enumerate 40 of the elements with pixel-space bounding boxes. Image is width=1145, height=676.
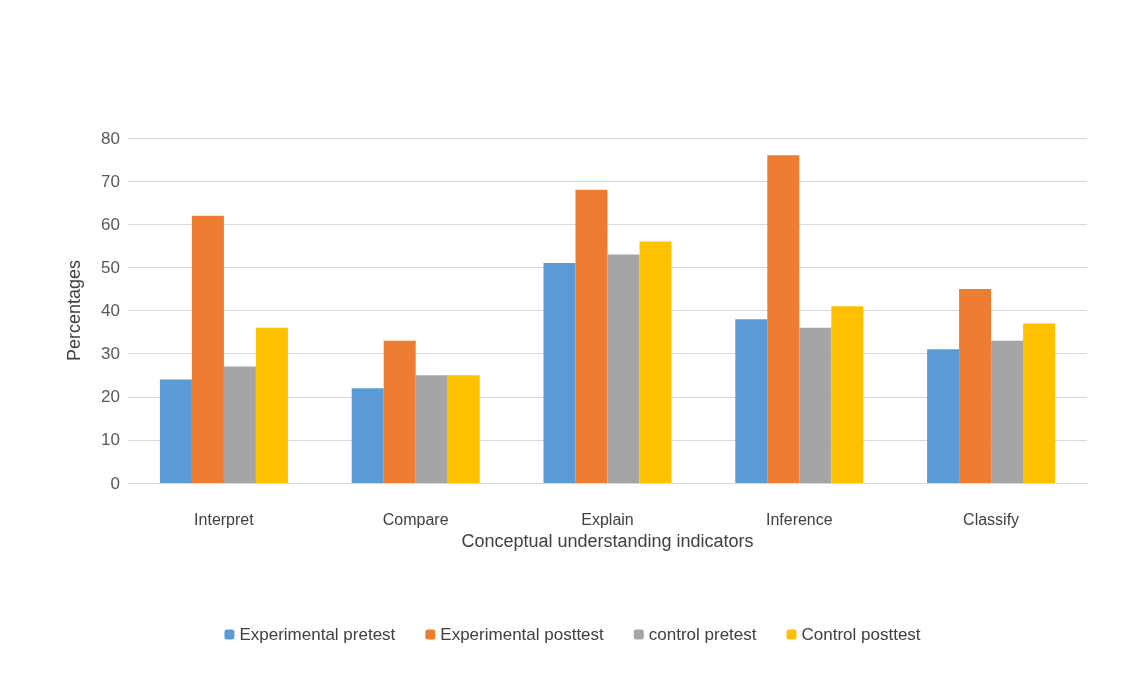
y-axis-title: Percentages (64, 259, 84, 362)
bar (191, 215, 224, 483)
bar (767, 155, 800, 483)
y-tick-label: 60 (101, 214, 120, 234)
x-tick-label: Classify (963, 510, 1020, 528)
legend-label: Experimental posttest (440, 625, 605, 644)
x-axis-title: Conceptual understanding indicators (461, 530, 754, 551)
bar (991, 340, 1024, 483)
bar (639, 241, 672, 483)
bar (447, 375, 480, 483)
bar (831, 306, 864, 483)
legend-label: Experimental pretest (239, 625, 396, 644)
y-tick-label: 80 (101, 128, 120, 148)
bar (959, 288, 992, 483)
bar (927, 349, 960, 483)
y-tick-label: 20 (101, 387, 120, 407)
legend-label: Control posttest (801, 625, 921, 644)
y-tick-label: 30 (101, 344, 120, 364)
y-tick-label: 0 (110, 473, 120, 493)
y-tick-label: 40 (101, 301, 120, 320)
bar (735, 319, 768, 483)
y-tick-label: 10 (101, 430, 120, 450)
x-tick-label: Compare (382, 510, 449, 528)
bar (351, 388, 384, 483)
bar (255, 327, 288, 483)
bar (383, 340, 416, 483)
x-tick-label: Explain (581, 510, 634, 528)
bar (607, 254, 640, 483)
bar (1023, 323, 1056, 483)
bar (159, 379, 192, 483)
bar (415, 375, 448, 483)
y-tick-label: 50 (101, 257, 120, 277)
legend-label: control pretest (648, 625, 757, 644)
bar (575, 189, 608, 483)
y-tick-label: 70 (101, 171, 120, 191)
x-tick-label: Inference (765, 510, 833, 528)
bar (223, 366, 256, 483)
bar (799, 327, 832, 483)
x-tick-label: Interpret (194, 510, 255, 528)
bar (543, 263, 576, 483)
